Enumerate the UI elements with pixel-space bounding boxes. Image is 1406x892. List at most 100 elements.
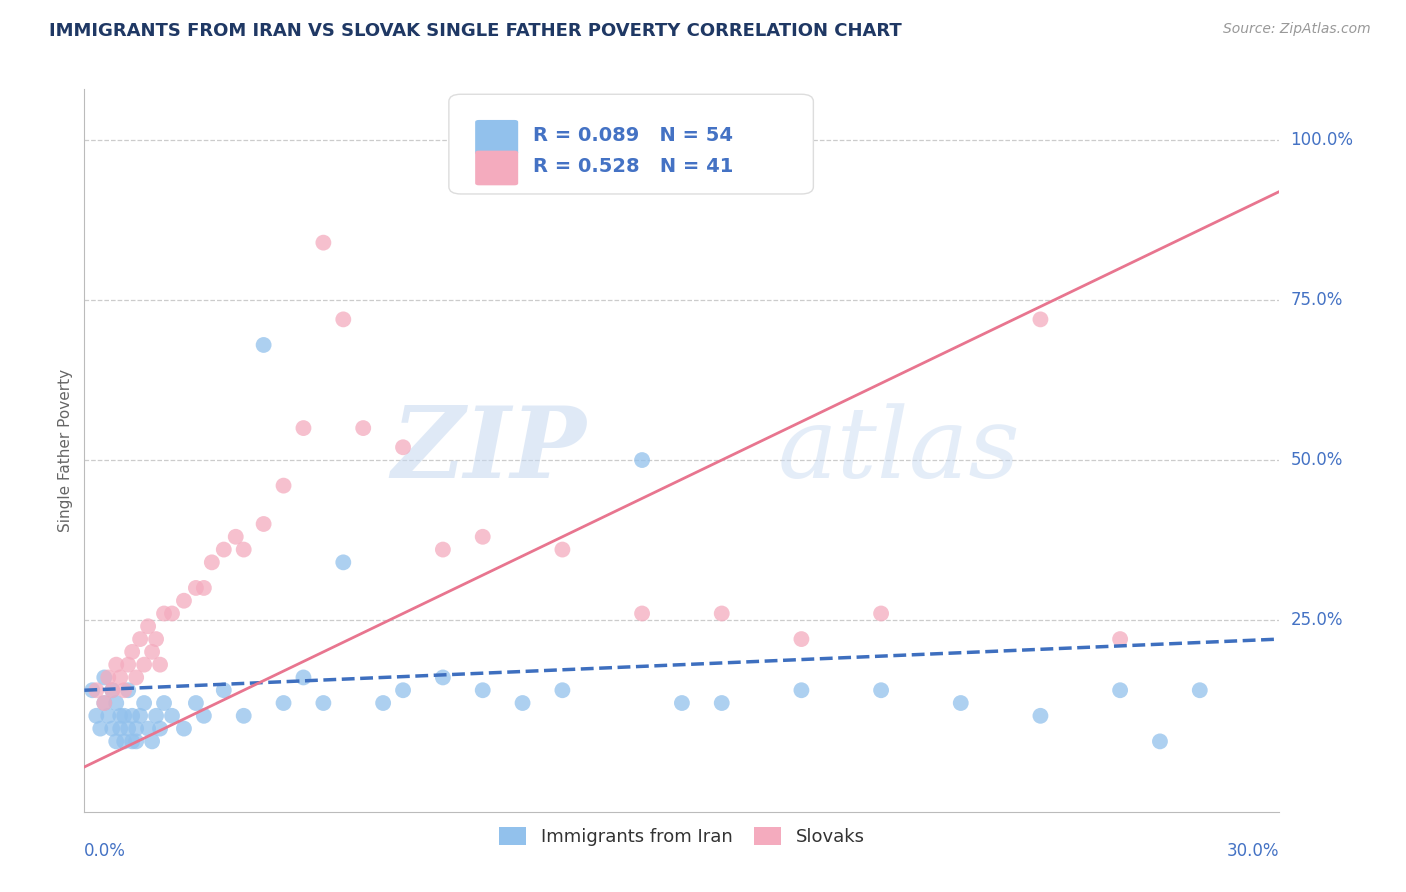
Point <box>471 530 494 544</box>
Text: R = 0.528   N = 41: R = 0.528 N = 41 <box>533 157 733 176</box>
Point <box>212 683 235 698</box>
Point <box>125 670 148 684</box>
Text: 25.0%: 25.0% <box>1291 611 1343 629</box>
Point <box>312 235 335 250</box>
Point <box>671 696 693 710</box>
Point <box>870 683 893 698</box>
Text: 30.0%: 30.0% <box>1227 842 1279 860</box>
Point <box>129 632 152 646</box>
Point <box>129 708 152 723</box>
Point <box>292 421 315 435</box>
Point <box>193 581 215 595</box>
Point <box>153 696 176 710</box>
Point <box>173 593 195 607</box>
Point <box>112 683 135 698</box>
Point <box>93 670 115 684</box>
Point <box>101 683 124 698</box>
Point <box>471 683 494 698</box>
Point <box>149 722 172 736</box>
Point <box>373 696 395 710</box>
Point <box>160 607 183 621</box>
Point <box>184 696 207 710</box>
Point <box>112 708 135 723</box>
Point <box>790 683 813 698</box>
Point <box>1109 683 1132 698</box>
Text: R = 0.089   N = 54: R = 0.089 N = 54 <box>533 127 733 145</box>
Point <box>273 696 295 710</box>
Point <box>432 670 454 684</box>
Point <box>710 607 733 621</box>
Point <box>125 734 148 748</box>
Text: 75.0%: 75.0% <box>1291 291 1343 310</box>
Point <box>105 657 128 672</box>
Point <box>551 542 574 557</box>
Point <box>232 542 254 557</box>
Point <box>110 670 132 684</box>
Point <box>145 632 167 646</box>
Point <box>273 478 295 492</box>
Point <box>93 696 115 710</box>
Point <box>105 734 128 748</box>
Point <box>512 696 534 710</box>
Point <box>121 645 143 659</box>
Point <box>201 555 224 569</box>
Point <box>173 722 195 736</box>
Point <box>97 708 120 723</box>
Point <box>132 657 156 672</box>
Point <box>110 722 132 736</box>
Point <box>184 581 207 595</box>
Point <box>125 722 148 736</box>
Point <box>101 722 124 736</box>
Point <box>110 708 132 723</box>
Point <box>89 722 111 736</box>
Point <box>1188 683 1211 698</box>
Point <box>710 696 733 710</box>
Point <box>121 708 143 723</box>
Point <box>551 683 574 698</box>
Point <box>870 607 893 621</box>
Point <box>332 312 354 326</box>
Point <box>292 670 315 684</box>
Point <box>105 696 128 710</box>
Point <box>136 722 159 736</box>
Point <box>212 542 235 557</box>
Point <box>97 670 120 684</box>
Point <box>352 421 374 435</box>
Point <box>117 657 139 672</box>
Point <box>949 696 972 710</box>
Point <box>141 734 163 748</box>
Point <box>136 619 159 633</box>
Point <box>1029 312 1052 326</box>
Point <box>86 683 108 698</box>
Point <box>117 722 139 736</box>
Legend: Immigrants from Iran, Slovaks: Immigrants from Iran, Slovaks <box>492 820 872 854</box>
Point <box>160 708 183 723</box>
Text: ZIP: ZIP <box>391 402 586 499</box>
Point <box>141 645 163 659</box>
Point <box>193 708 215 723</box>
Point <box>117 683 139 698</box>
Point <box>631 607 654 621</box>
Point <box>432 542 454 557</box>
Point <box>82 683 104 698</box>
Text: atlas: atlas <box>778 403 1021 498</box>
Point <box>392 683 415 698</box>
Point <box>101 683 124 698</box>
Point <box>86 708 108 723</box>
FancyBboxPatch shape <box>449 95 814 194</box>
FancyBboxPatch shape <box>475 120 519 154</box>
Point <box>1029 708 1052 723</box>
Point <box>132 696 156 710</box>
Point <box>112 734 135 748</box>
Text: Source: ZipAtlas.com: Source: ZipAtlas.com <box>1223 22 1371 37</box>
Point <box>153 607 176 621</box>
Text: 50.0%: 50.0% <box>1291 451 1343 469</box>
Point <box>145 708 167 723</box>
Point <box>253 338 276 352</box>
Text: 100.0%: 100.0% <box>1291 131 1354 149</box>
Point <box>232 708 254 723</box>
Point <box>392 440 415 454</box>
Point <box>790 632 813 646</box>
Text: IMMIGRANTS FROM IRAN VS SLOVAK SINGLE FATHER POVERTY CORRELATION CHART: IMMIGRANTS FROM IRAN VS SLOVAK SINGLE FA… <box>49 22 903 40</box>
Point <box>1149 734 1171 748</box>
